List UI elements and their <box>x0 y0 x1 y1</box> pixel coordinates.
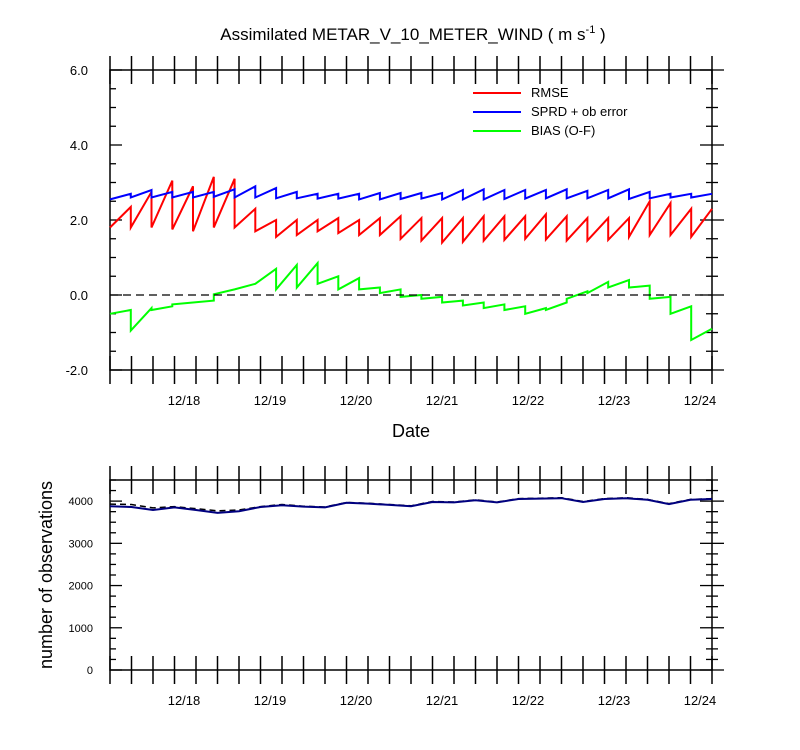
x-tick-label: 12/20 <box>340 393 373 408</box>
series-line-bias-o-f- <box>109 260 713 342</box>
y-tick-label: -2.0 <box>66 363 88 378</box>
x-tick-label: 12/19 <box>254 393 287 408</box>
y-tick-label: 2000 <box>69 581 93 593</box>
y-tick-label: 4000 <box>69 496 93 508</box>
x-tick-label: 12/23 <box>598 693 631 708</box>
y-axis-title-observations: number of observations <box>36 481 56 669</box>
x-tick-label: 12/20 <box>340 693 373 708</box>
title-superscript: -1 <box>586 24 596 36</box>
x-tick-label: 12/23 <box>598 393 631 408</box>
bottom-y-ticks: 4000 3000 2000 1000 0 <box>69 479 724 677</box>
title-close: ) <box>595 25 605 44</box>
bottom-x-ticks: 12/18 12/19 12/20 12/21 12/22 12/23 12/24 <box>109 466 717 708</box>
bottom-chart: 12/18 12/19 12/20 12/21 12/22 12/23 12/24 4000… <box>36 466 724 708</box>
x-tick-label: 12/24 <box>684 693 717 708</box>
legend: RMSE SPRD + ob error BIAS (O-F) <box>473 85 628 138</box>
y-tick-label: 3000 <box>69 538 93 550</box>
x-tick-label: 12/22 <box>512 393 545 408</box>
obs-count-line-solid <box>109 497 713 514</box>
x-tick-label: 12/18 <box>168 393 201 408</box>
x-tick-label: 12/22 <box>512 693 545 708</box>
top-y-ticks: 6.0 4.0 2.0 0.0 -2.0 <box>66 63 724 378</box>
y-tick-label: 0.0 <box>70 288 88 303</box>
x-tick-label: 12/21 <box>426 393 459 408</box>
legend-label: BIAS (O-F) <box>531 123 595 138</box>
x-tick-label: 12/24 <box>684 393 717 408</box>
y-tick-label: 1000 <box>69 623 93 635</box>
x-tick-label: 12/19 <box>254 693 287 708</box>
top-series-group <box>109 176 713 342</box>
title-main: Assimilated METAR_V_10_METER_WIND ( m s <box>220 25 585 44</box>
x-tick-label: 12/21 <box>426 693 459 708</box>
y-tick-label: 0 <box>87 665 93 677</box>
x-axis-title: Date <box>392 421 430 441</box>
x-tick-label: 12/18 <box>168 693 201 708</box>
series-line-rmse <box>109 176 713 246</box>
series-line-sprd-ob-error <box>109 184 713 201</box>
bottom-series-group <box>109 496 713 514</box>
obs-count-line-dashed <box>109 496 713 512</box>
top-chart: 12/18 12/19 12/20 12/21 12/22 12/23 12/24 6.0 4… <box>66 56 724 441</box>
top-x-ticks: 12/18 12/19 12/20 12/21 12/22 12/23 12/24 <box>109 56 717 408</box>
chart-title: Assimilated METAR_V_10_METER_WIND ( m s-… <box>220 24 605 44</box>
y-tick-label: 6.0 <box>70 63 88 78</box>
y-tick-label: 4.0 <box>70 138 88 153</box>
legend-label: RMSE <box>531 85 569 100</box>
y-tick-label: 2.0 <box>70 213 88 228</box>
legend-label: SPRD + ob error <box>531 104 628 119</box>
